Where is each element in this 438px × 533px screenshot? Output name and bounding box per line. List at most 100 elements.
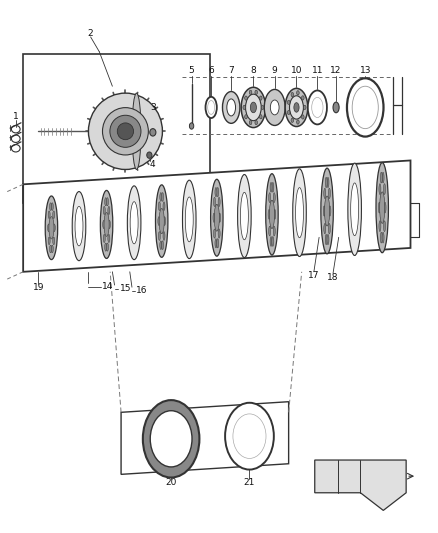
Ellipse shape: [53, 237, 55, 245]
Ellipse shape: [75, 206, 83, 246]
Ellipse shape: [376, 163, 389, 253]
Ellipse shape: [49, 203, 52, 211]
Ellipse shape: [294, 103, 299, 112]
Ellipse shape: [214, 204, 219, 231]
Ellipse shape: [327, 235, 329, 245]
Ellipse shape: [325, 177, 327, 188]
Ellipse shape: [213, 197, 215, 206]
Text: 16: 16: [136, 286, 147, 295]
Text: 10: 10: [291, 66, 302, 75]
Ellipse shape: [104, 213, 109, 236]
Ellipse shape: [273, 193, 275, 203]
Ellipse shape: [266, 174, 278, 255]
Ellipse shape: [108, 206, 110, 214]
Ellipse shape: [227, 99, 236, 116]
Ellipse shape: [268, 226, 271, 236]
Ellipse shape: [287, 110, 290, 115]
Ellipse shape: [160, 241, 162, 249]
Ellipse shape: [259, 96, 262, 100]
Ellipse shape: [147, 152, 152, 158]
Ellipse shape: [323, 206, 325, 216]
Polygon shape: [315, 460, 406, 511]
Ellipse shape: [155, 185, 168, 257]
Ellipse shape: [270, 100, 279, 115]
Ellipse shape: [51, 203, 53, 211]
Ellipse shape: [268, 209, 270, 219]
Ellipse shape: [217, 239, 219, 248]
Ellipse shape: [103, 220, 105, 229]
Ellipse shape: [291, 92, 293, 96]
Text: 20: 20: [166, 478, 177, 487]
Ellipse shape: [351, 183, 359, 236]
Ellipse shape: [189, 123, 194, 129]
Ellipse shape: [241, 87, 265, 127]
Ellipse shape: [205, 97, 217, 118]
Ellipse shape: [312, 98, 323, 117]
Text: 1: 1: [13, 112, 19, 121]
Ellipse shape: [246, 94, 261, 120]
Ellipse shape: [285, 88, 308, 126]
Ellipse shape: [384, 221, 385, 232]
Text: 18: 18: [327, 272, 339, 281]
Ellipse shape: [100, 190, 113, 259]
Ellipse shape: [293, 169, 306, 256]
Ellipse shape: [328, 223, 330, 234]
Ellipse shape: [249, 90, 252, 94]
Ellipse shape: [215, 239, 217, 248]
Ellipse shape: [163, 232, 165, 240]
Ellipse shape: [215, 188, 217, 197]
Ellipse shape: [162, 241, 163, 249]
Text: 5: 5: [189, 66, 194, 75]
Ellipse shape: [158, 217, 160, 225]
Text: 6: 6: [208, 66, 214, 75]
Ellipse shape: [213, 213, 215, 222]
Ellipse shape: [208, 101, 215, 114]
Ellipse shape: [132, 93, 141, 169]
Text: 3: 3: [150, 103, 156, 112]
Ellipse shape: [45, 196, 58, 260]
Ellipse shape: [264, 90, 285, 125]
Ellipse shape: [233, 414, 266, 458]
Ellipse shape: [379, 221, 381, 232]
Ellipse shape: [72, 191, 86, 261]
Ellipse shape: [291, 118, 293, 123]
Ellipse shape: [150, 411, 192, 467]
Ellipse shape: [270, 237, 272, 246]
Ellipse shape: [333, 102, 339, 113]
Ellipse shape: [380, 172, 382, 183]
Ellipse shape: [297, 120, 299, 124]
Ellipse shape: [103, 206, 105, 214]
Ellipse shape: [304, 106, 306, 110]
Text: 13: 13: [360, 66, 371, 75]
Ellipse shape: [382, 232, 384, 243]
Ellipse shape: [251, 102, 256, 113]
Text: 11: 11: [311, 66, 323, 75]
Ellipse shape: [384, 184, 385, 195]
Ellipse shape: [273, 226, 275, 236]
Text: 19: 19: [33, 283, 44, 292]
Ellipse shape: [324, 188, 326, 198]
Text: 7: 7: [228, 66, 234, 75]
Ellipse shape: [163, 217, 166, 225]
Ellipse shape: [272, 182, 274, 192]
Ellipse shape: [108, 235, 110, 243]
Ellipse shape: [255, 90, 258, 94]
Ellipse shape: [223, 92, 240, 123]
Ellipse shape: [218, 197, 220, 206]
Ellipse shape: [117, 123, 134, 140]
Ellipse shape: [49, 245, 52, 253]
Text: 14: 14: [102, 282, 114, 291]
Ellipse shape: [297, 91, 299, 95]
Ellipse shape: [290, 96, 304, 119]
Ellipse shape: [105, 198, 107, 206]
Ellipse shape: [127, 186, 141, 260]
Ellipse shape: [287, 100, 290, 104]
Ellipse shape: [110, 115, 141, 147]
Ellipse shape: [274, 209, 276, 219]
Ellipse shape: [324, 223, 326, 234]
Ellipse shape: [106, 243, 109, 251]
Ellipse shape: [217, 188, 219, 197]
Ellipse shape: [105, 243, 107, 251]
Text: 4: 4: [150, 160, 155, 168]
Ellipse shape: [268, 193, 271, 203]
